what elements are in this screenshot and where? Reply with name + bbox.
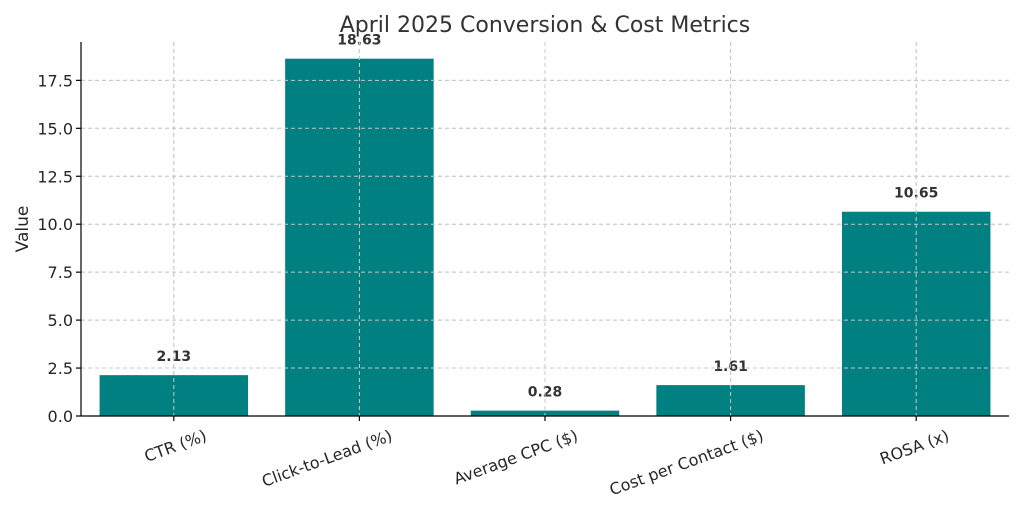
x-tick-label: ROSA (x) <box>877 426 951 469</box>
y-tick-label: 10.0 <box>37 215 73 234</box>
y-axis-label: Value <box>13 206 33 253</box>
y-tick-label: 0.0 <box>48 407 73 426</box>
y-tick-label: 7.5 <box>48 263 73 282</box>
bar <box>285 58 434 416</box>
x-tick-label: Cost per Contact ($) <box>607 426 766 499</box>
y-tick-label: 12.5 <box>37 167 73 186</box>
y-tick-label: 2.5 <box>48 359 73 378</box>
x-tick-label: Click-to-Lead (%) <box>259 426 394 491</box>
data-label: 10.65 <box>894 186 938 202</box>
x-tick-label: CTR (%) <box>142 426 209 466</box>
x-tick-label: Average CPC ($) <box>451 426 580 488</box>
y-tick-label: 15.0 <box>37 119 73 138</box>
y-tick-label: 17.5 <box>37 71 73 90</box>
data-label: 18.63 <box>337 33 381 49</box>
chart-title: April 2025 Conversion & Cost Metrics <box>340 13 751 38</box>
y-tick-label: 5.0 <box>48 311 73 330</box>
